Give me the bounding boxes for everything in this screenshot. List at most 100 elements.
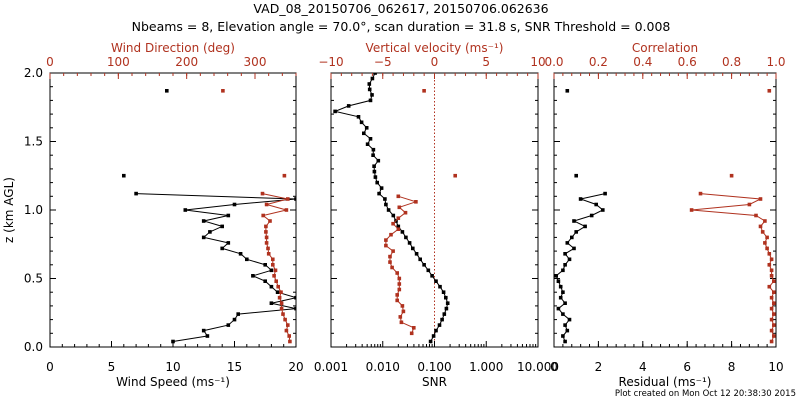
wind-speed-point bbox=[201, 328, 206, 333]
vertical-velocity-point bbox=[403, 210, 408, 215]
correlation-point bbox=[769, 268, 774, 273]
snr-point bbox=[444, 306, 449, 311]
x-bottom-tick-label: 5 bbox=[108, 360, 116, 374]
wind-direction-point bbox=[274, 279, 278, 283]
wind-speed-point bbox=[171, 339, 175, 344]
wind-direction-point bbox=[279, 306, 284, 311]
wind-direction-isolated-points-point bbox=[282, 173, 287, 178]
correlation-point bbox=[765, 246, 769, 251]
snr-point bbox=[364, 126, 369, 130]
wind-direction-point bbox=[287, 334, 291, 338]
residual-point bbox=[561, 268, 565, 273]
correlation-point bbox=[758, 197, 763, 201]
residual-point bbox=[567, 317, 572, 322]
residual-point bbox=[561, 290, 565, 294]
x-bottom-tick-label: 6 bbox=[683, 360, 691, 374]
vertical-velocity-point bbox=[395, 298, 399, 303]
vertical-velocity-point bbox=[391, 221, 395, 226]
residual-point bbox=[565, 241, 570, 245]
x-bottom-tick-label: 0.010 bbox=[366, 360, 400, 374]
x-top-tick-label: 0.6 bbox=[678, 55, 697, 69]
x-top-tick-label: 0.2 bbox=[589, 55, 608, 69]
wind-speed-point bbox=[205, 334, 210, 338]
residual-point bbox=[563, 263, 567, 267]
snr-point bbox=[372, 169, 377, 174]
correlation-point bbox=[769, 257, 774, 262]
wind-speed-point bbox=[232, 202, 237, 207]
residual-point bbox=[603, 191, 607, 196]
snr-point bbox=[431, 334, 436, 338]
vertical-velocity-point bbox=[396, 227, 401, 231]
vertical-velocity-point bbox=[401, 309, 406, 314]
correlation-point bbox=[763, 219, 767, 223]
x-bottom-tick-label: 8 bbox=[728, 360, 736, 374]
residual-point bbox=[556, 306, 561, 311]
wind-direction-point bbox=[260, 191, 265, 196]
vertical-velocity-point bbox=[414, 200, 418, 204]
correlation-point bbox=[763, 241, 767, 245]
residual-point bbox=[561, 334, 565, 338]
snr-point bbox=[407, 241, 412, 245]
snr-point bbox=[428, 339, 433, 344]
snr-point bbox=[383, 197, 387, 201]
snr-point bbox=[445, 301, 450, 305]
residual-point bbox=[570, 235, 574, 240]
vertical-velocity-point bbox=[400, 304, 405, 308]
residual-line bbox=[555, 193, 606, 342]
x-bottom-tick-label: 2 bbox=[595, 360, 603, 374]
snr-point bbox=[365, 142, 370, 146]
wind-direction-point bbox=[286, 197, 290, 201]
vertical-velocity-point bbox=[398, 315, 403, 319]
wind-direction-point bbox=[288, 339, 292, 344]
residual-point bbox=[563, 323, 567, 327]
snr-point bbox=[437, 323, 442, 327]
correlation-point bbox=[769, 328, 774, 333]
vertical-velocity-point bbox=[390, 265, 394, 270]
snr-point bbox=[426, 268, 431, 273]
snr-point bbox=[391, 213, 396, 218]
figure-title-line2: Nbeams = 8, Elevation angle = 70.0°, sca… bbox=[132, 19, 671, 34]
correlation-point bbox=[689, 208, 694, 212]
wind-direction-point bbox=[276, 284, 280, 289]
residual-point bbox=[563, 252, 567, 256]
snr-point bbox=[444, 295, 448, 300]
residual-point bbox=[558, 295, 563, 300]
x-top-axis-label: Wind Direction (deg) bbox=[111, 41, 235, 55]
residual-point bbox=[561, 312, 565, 316]
vertical-velocity-point bbox=[388, 260, 392, 264]
wind-speed-point bbox=[269, 284, 274, 289]
snr-point bbox=[371, 147, 376, 152]
y-tick-label: 0.0 bbox=[24, 340, 43, 354]
snr-point bbox=[377, 191, 381, 196]
residual-point bbox=[583, 224, 587, 229]
correlation-point bbox=[765, 235, 769, 240]
wind-direction-point bbox=[286, 323, 290, 327]
x-top-tick-label: 0 bbox=[46, 55, 54, 69]
vertical-velocity-point bbox=[399, 320, 404, 325]
snr-point bbox=[333, 109, 337, 114]
residual-isolated-points-point bbox=[574, 173, 578, 178]
wind-direction-point bbox=[284, 208, 289, 212]
vertical-velocity-point bbox=[397, 276, 402, 281]
snr-point bbox=[386, 208, 391, 212]
x-bottom-tick-label: 10 bbox=[768, 360, 783, 374]
residual-point bbox=[556, 279, 561, 283]
wind-speed-point bbox=[226, 323, 231, 327]
x-top-tick-label: 0.8 bbox=[722, 55, 741, 69]
wind-speed-point bbox=[232, 317, 237, 322]
wind-direction-point bbox=[264, 235, 269, 240]
residual-point bbox=[554, 274, 558, 278]
x-bottom-axis-label: SNR bbox=[422, 375, 447, 389]
x-top-tick-label: 0.0 bbox=[544, 55, 563, 69]
x-bottom-axis-label: Residual (ms⁻¹) bbox=[619, 375, 712, 389]
wind-direction-point bbox=[268, 219, 272, 223]
x-bottom-tick-label: 0 bbox=[46, 360, 54, 374]
snr-point bbox=[414, 252, 419, 256]
snr-point bbox=[375, 180, 379, 185]
wind-speed-point bbox=[220, 246, 224, 251]
wind-direction-point bbox=[279, 290, 283, 294]
residual-point bbox=[589, 213, 594, 218]
